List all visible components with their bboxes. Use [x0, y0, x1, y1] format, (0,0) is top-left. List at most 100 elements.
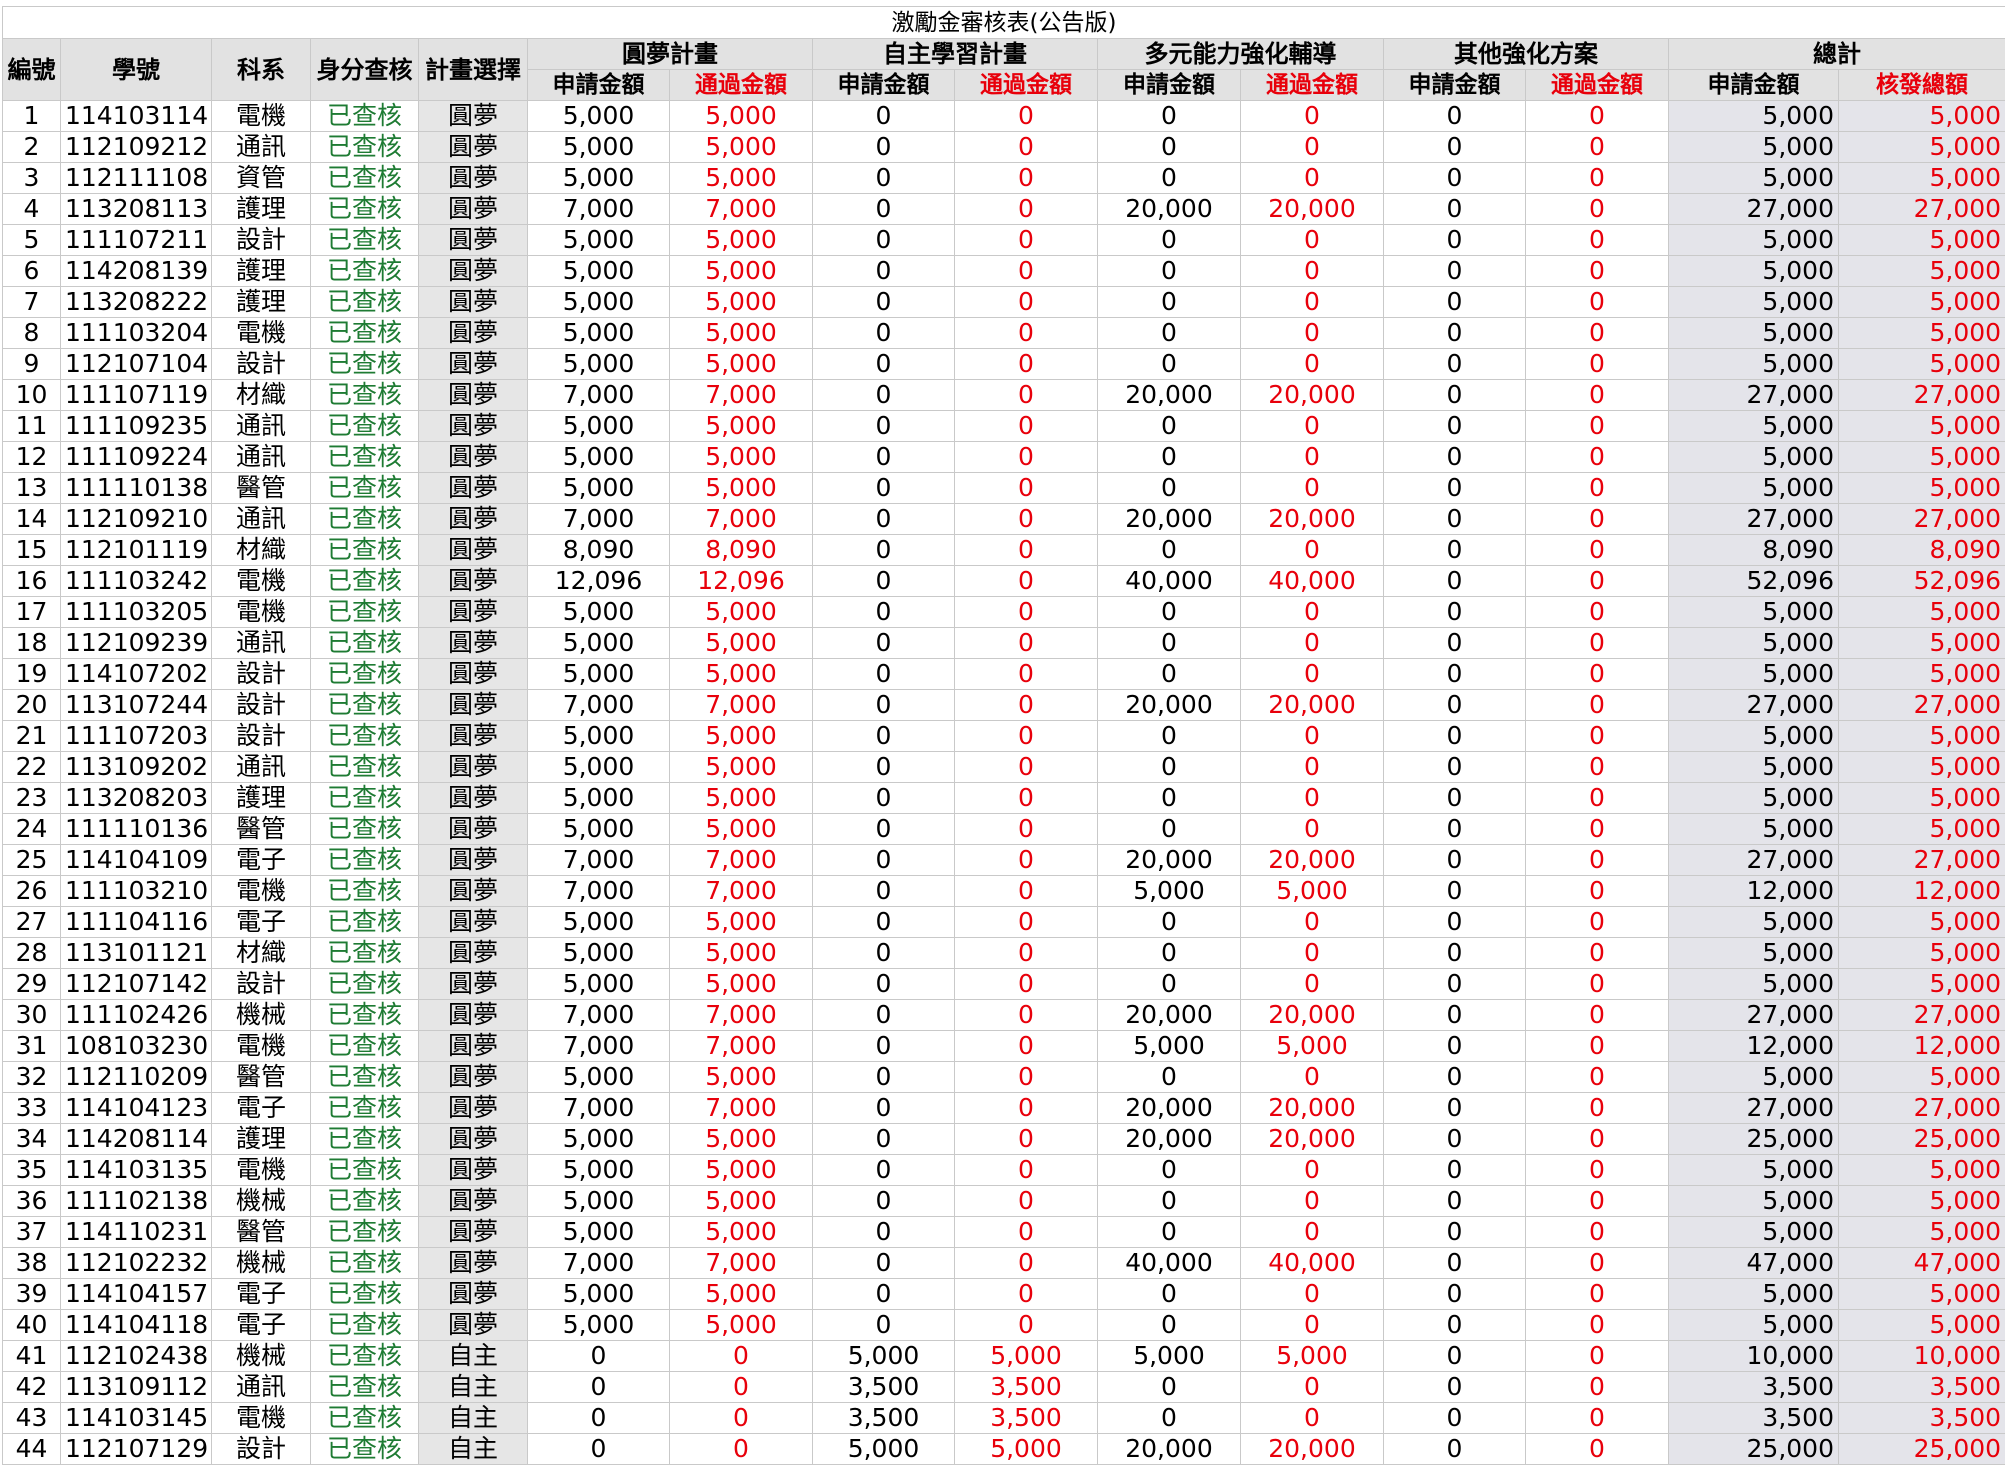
cell-total-approved: 27,000 — [1837, 999, 2005, 1031]
cell-multi-passed: 0 — [1240, 751, 1384, 783]
cell-plan-choice: 圓夢 — [418, 193, 528, 225]
cell-plan-choice: 圓夢 — [418, 1030, 528, 1062]
cell-other-passed: 0 — [1525, 1123, 1669, 1155]
cell-other-passed: 0 — [1525, 999, 1669, 1031]
cell-self-apply: 5,000 — [812, 1433, 955, 1465]
cell-self-passed: 5,000 — [954, 1340, 1098, 1372]
cell-other-passed: 0 — [1525, 255, 1669, 287]
cell-other-apply: 0 — [1383, 658, 1526, 690]
cell-dept: 護理 — [211, 255, 311, 287]
cell-student-id: 111102426 — [60, 999, 212, 1031]
cell-self-apply: 0 — [812, 875, 955, 907]
cell-identity-check: 已查核 — [310, 1402, 419, 1434]
cell-multi-apply: 0 — [1097, 751, 1241, 783]
cell-dream-passed: 5,000 — [669, 751, 813, 783]
cell-total-apply: 5,000 — [1668, 410, 1839, 442]
cell-multi-apply: 20,000 — [1097, 689, 1241, 721]
cell-self-apply: 0 — [812, 100, 955, 132]
cell-student-id: 114103135 — [60, 1154, 212, 1186]
cell-other-apply: 0 — [1383, 999, 1526, 1031]
cell-identity-check: 已查核 — [310, 193, 419, 225]
cell-self-passed: 0 — [954, 503, 1098, 535]
cell-total-approved: 5,000 — [1837, 968, 2005, 1000]
cell-self-passed: 3,500 — [954, 1402, 1098, 1434]
table-row: 33 114104123 電子 已查核 圓夢 7,000 7,000 0 0 20,000 20,0… — [2, 1092, 2005, 1124]
cell-multi-passed: 0 — [1240, 348, 1384, 380]
cell-dept: 設計 — [211, 224, 311, 256]
cell-self-passed: 0 — [954, 348, 1098, 380]
cell-dream-apply: 5,000 — [527, 441, 670, 473]
cell-dream-apply: 0 — [527, 1371, 670, 1403]
cell-other-passed: 0 — [1525, 751, 1669, 783]
cell-self-apply: 0 — [812, 1123, 955, 1155]
cell-identity-check: 已查核 — [310, 1061, 419, 1093]
table-row: 11 111109235 通訊 已查核 圓夢 5,000 5,000 0 0 0 0 0 0 5,000 5… — [2, 410, 2005, 442]
cell-dept: 護理 — [211, 1123, 311, 1155]
cell-other-passed: 0 — [1525, 627, 1669, 659]
cell-dream-apply: 5,000 — [527, 224, 670, 256]
cell-identity-check: 已查核 — [310, 472, 419, 504]
cell-other-passed: 0 — [1525, 1092, 1669, 1124]
cell-other-apply: 0 — [1383, 162, 1526, 194]
cell-total-apply: 5,000 — [1668, 255, 1839, 287]
cell-dept: 機械 — [211, 999, 311, 1031]
cell-other-apply: 0 — [1383, 751, 1526, 783]
cell-multi-passed: 0 — [1240, 1402, 1384, 1434]
cell-other-passed: 0 — [1525, 596, 1669, 628]
cell-total-apply: 8,090 — [1668, 534, 1839, 566]
cell-no: 20 — [2, 689, 61, 721]
cell-no: 35 — [2, 1154, 61, 1186]
cell-multi-apply: 0 — [1097, 1154, 1241, 1186]
cell-identity-check: 已查核 — [310, 100, 419, 132]
cell-self-apply: 0 — [812, 1030, 955, 1062]
cell-self-apply: 0 — [812, 1247, 955, 1279]
cell-no: 15 — [2, 534, 61, 566]
cell-total-approved: 3,500 — [1837, 1402, 2005, 1434]
cell-multi-apply: 0 — [1097, 100, 1241, 132]
cell-total-apply: 5,000 — [1668, 162, 1839, 194]
table-row: 27 111104116 電子 已查核 圓夢 5,000 5,000 0 0 0 0 0 0 5,000 5… — [2, 906, 2005, 938]
cell-student-id: 111107119 — [60, 379, 212, 411]
cell-student-id: 111103205 — [60, 596, 212, 628]
cell-multi-apply: 0 — [1097, 1309, 1241, 1341]
cell-total-apply: 5,000 — [1668, 596, 1839, 628]
cell-dept: 電機 — [211, 1030, 311, 1062]
cell-no: 31 — [2, 1030, 61, 1062]
table-row: 8 111103204 電機 已查核 圓夢 5,000 5,000 0 0 0 0 0 0 5,000 5,… — [2, 317, 2005, 349]
cell-other-apply: 0 — [1383, 224, 1526, 256]
cell-no: 16 — [2, 565, 61, 597]
cell-self-apply: 0 — [812, 906, 955, 938]
cell-multi-passed: 0 — [1240, 286, 1384, 318]
header-apply: 申請金額 — [1668, 69, 1839, 101]
cell-student-id: 114208114 — [60, 1123, 212, 1155]
cell-dream-apply: 0 — [527, 1340, 670, 1372]
cell-plan-choice: 圓夢 — [418, 131, 528, 163]
cell-dept: 通訊 — [211, 410, 311, 442]
cell-other-apply: 0 — [1383, 255, 1526, 287]
cell-other-passed: 0 — [1525, 100, 1669, 132]
cell-total-apply: 3,500 — [1668, 1371, 1839, 1403]
cell-no: 42 — [2, 1371, 61, 1403]
cell-total-approved: 5,000 — [1837, 131, 2005, 163]
header-dept: 科系 — [211, 38, 311, 101]
cell-plan-choice: 圓夢 — [418, 875, 528, 907]
cell-plan-choice: 圓夢 — [418, 100, 528, 132]
cell-self-apply: 0 — [812, 1216, 955, 1248]
cell-self-passed: 0 — [954, 131, 1098, 163]
cell-total-approved: 12,000 — [1837, 875, 2005, 907]
cell-student-id: 112109212 — [60, 131, 212, 163]
cell-total-apply: 5,000 — [1668, 658, 1839, 690]
cell-dream-passed: 7,000 — [669, 1030, 813, 1062]
cell-other-apply: 0 — [1383, 1061, 1526, 1093]
cell-dream-apply: 7,000 — [527, 1247, 670, 1279]
table-row: 14 112109210 通訊 已查核 圓夢 7,000 7,000 0 0 20,000 20,0… — [2, 503, 2005, 535]
table-body: 1 114103114 電機 已查核 圓夢 5,000 5,000 0 0 0 0 0 0 5,000 5,… — [2, 100, 2005, 1465]
cell-multi-apply: 0 — [1097, 410, 1241, 442]
cell-other-apply: 0 — [1383, 596, 1526, 628]
cell-total-apply: 3,500 — [1668, 1402, 1839, 1434]
cell-self-apply: 0 — [812, 751, 955, 783]
cell-other-passed: 0 — [1525, 1154, 1669, 1186]
cell-dept: 護理 — [211, 286, 311, 318]
cell-other-passed: 0 — [1525, 1340, 1669, 1372]
cell-dream-apply: 5,000 — [527, 1154, 670, 1186]
